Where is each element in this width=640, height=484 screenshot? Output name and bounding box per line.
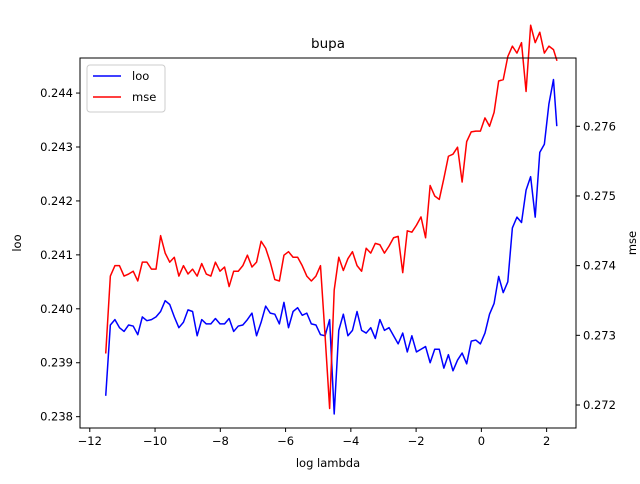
y-right-tick-label: 0.273 bbox=[583, 328, 616, 342]
x-tick-label: −12 bbox=[78, 434, 102, 448]
y-left-axis-ticks: 0.238 0.239 0.240 0.241 0.242 0.243 0.244 bbox=[40, 86, 80, 424]
legend-frame bbox=[86, 64, 166, 113]
x-axis-ticks: −12 −10 −8 −6 −4 −2 0 2 bbox=[78, 428, 550, 448]
y-right-tick-label: 0.274 bbox=[583, 259, 616, 273]
y-left-tick-label: 0.238 bbox=[40, 410, 73, 424]
x-tick-label: −10 bbox=[143, 434, 167, 448]
x-tick-label: −2 bbox=[408, 434, 425, 448]
x-tick-label: −8 bbox=[212, 434, 229, 448]
y-right-tick-label: 0.276 bbox=[583, 119, 616, 133]
x-tick-label: 0 bbox=[478, 434, 485, 448]
y-left-tick-label: 0.241 bbox=[40, 248, 73, 262]
legend-label-mse: mse bbox=[132, 90, 156, 104]
chart-title: bupa bbox=[311, 36, 345, 52]
y-right-tick-label: 0.272 bbox=[583, 398, 616, 412]
y-right-axis-ticks: 0.272 0.273 0.274 0.275 0.276 bbox=[576, 119, 616, 412]
plot-frame bbox=[79, 57, 577, 429]
legend: loo mse bbox=[86, 64, 166, 113]
y-right-axis-label: mse bbox=[625, 231, 639, 255]
y-left-tick-label: 0.242 bbox=[40, 194, 73, 208]
y-left-tick-label: 0.243 bbox=[40, 140, 73, 154]
y-left-axis-label: loo bbox=[10, 234, 24, 251]
y-left-tick-label: 0.239 bbox=[40, 356, 73, 370]
legend-label-loo: loo bbox=[132, 69, 149, 83]
y-left-tick-label: 0.240 bbox=[40, 302, 73, 316]
y-left-tick-label: 0.244 bbox=[40, 86, 73, 100]
series-layer bbox=[104, 24, 558, 415]
x-tick-label: 2 bbox=[543, 434, 550, 448]
x-axis-label: log lambda bbox=[296, 456, 360, 470]
series-line-mse bbox=[104, 24, 558, 410]
y-right-tick-label: 0.275 bbox=[583, 189, 616, 203]
x-tick-label: −4 bbox=[342, 434, 359, 448]
x-tick-label: −6 bbox=[277, 434, 294, 448]
